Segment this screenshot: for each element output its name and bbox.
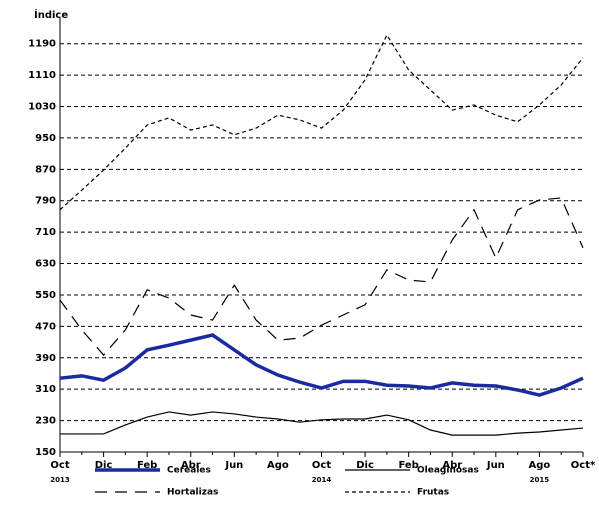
series-line: [60, 411, 584, 436]
y-axis-title: Índice: [34, 8, 68, 21]
x-tick-label: Oct*: [571, 460, 596, 471]
x-tick-label: Oct: [50, 460, 69, 471]
y-tick-label: 710: [35, 227, 56, 238]
y-tick-label: 390: [35, 353, 56, 364]
x-tick-label: Ago: [529, 460, 551, 471]
x-tick-label: Dic: [95, 460, 113, 471]
series-line: [59, 33, 584, 211]
legend-label: Frutas: [417, 488, 449, 498]
y-tick-label: 550: [35, 290, 56, 301]
y-tick-label: 470: [35, 321, 56, 332]
x-tick-label: Abr: [181, 460, 201, 471]
y-tick-label: 230: [35, 416, 56, 427]
year-label: 2015: [530, 476, 550, 484]
legend-label: Cereales: [167, 466, 211, 476]
x-tick-label: Feb: [398, 460, 418, 471]
y-tick-label: 950: [35, 133, 56, 144]
y-tick-label: 310: [35, 384, 56, 395]
year-label: 2013: [50, 476, 70, 484]
y-tick-label: 790: [35, 196, 56, 207]
series-line: [59, 197, 584, 356]
series-line: [59, 333, 584, 397]
legend-label: Hortalizas: [167, 488, 218, 498]
y-tick-label: 1190: [28, 39, 56, 50]
y-tick-label: 150: [35, 447, 56, 458]
x-tick-label: Abr: [442, 460, 462, 471]
y-tick-label: 1030: [28, 102, 56, 113]
x-tick-label: Dic: [356, 460, 374, 471]
x-tick-label: Feb: [137, 460, 157, 471]
x-tick-label: Oct: [312, 460, 331, 471]
year-label: 2014: [312, 476, 332, 484]
x-tick-label: Jun: [486, 460, 505, 471]
y-tick-label: 630: [35, 259, 56, 270]
y-tick-label: 870: [35, 164, 56, 175]
x-tick-label: Jun: [224, 460, 243, 471]
legend-label: Oleaginosas: [417, 466, 479, 476]
x-tick-label: Ago: [267, 460, 289, 471]
y-tick-label: 1110: [28, 70, 56, 81]
